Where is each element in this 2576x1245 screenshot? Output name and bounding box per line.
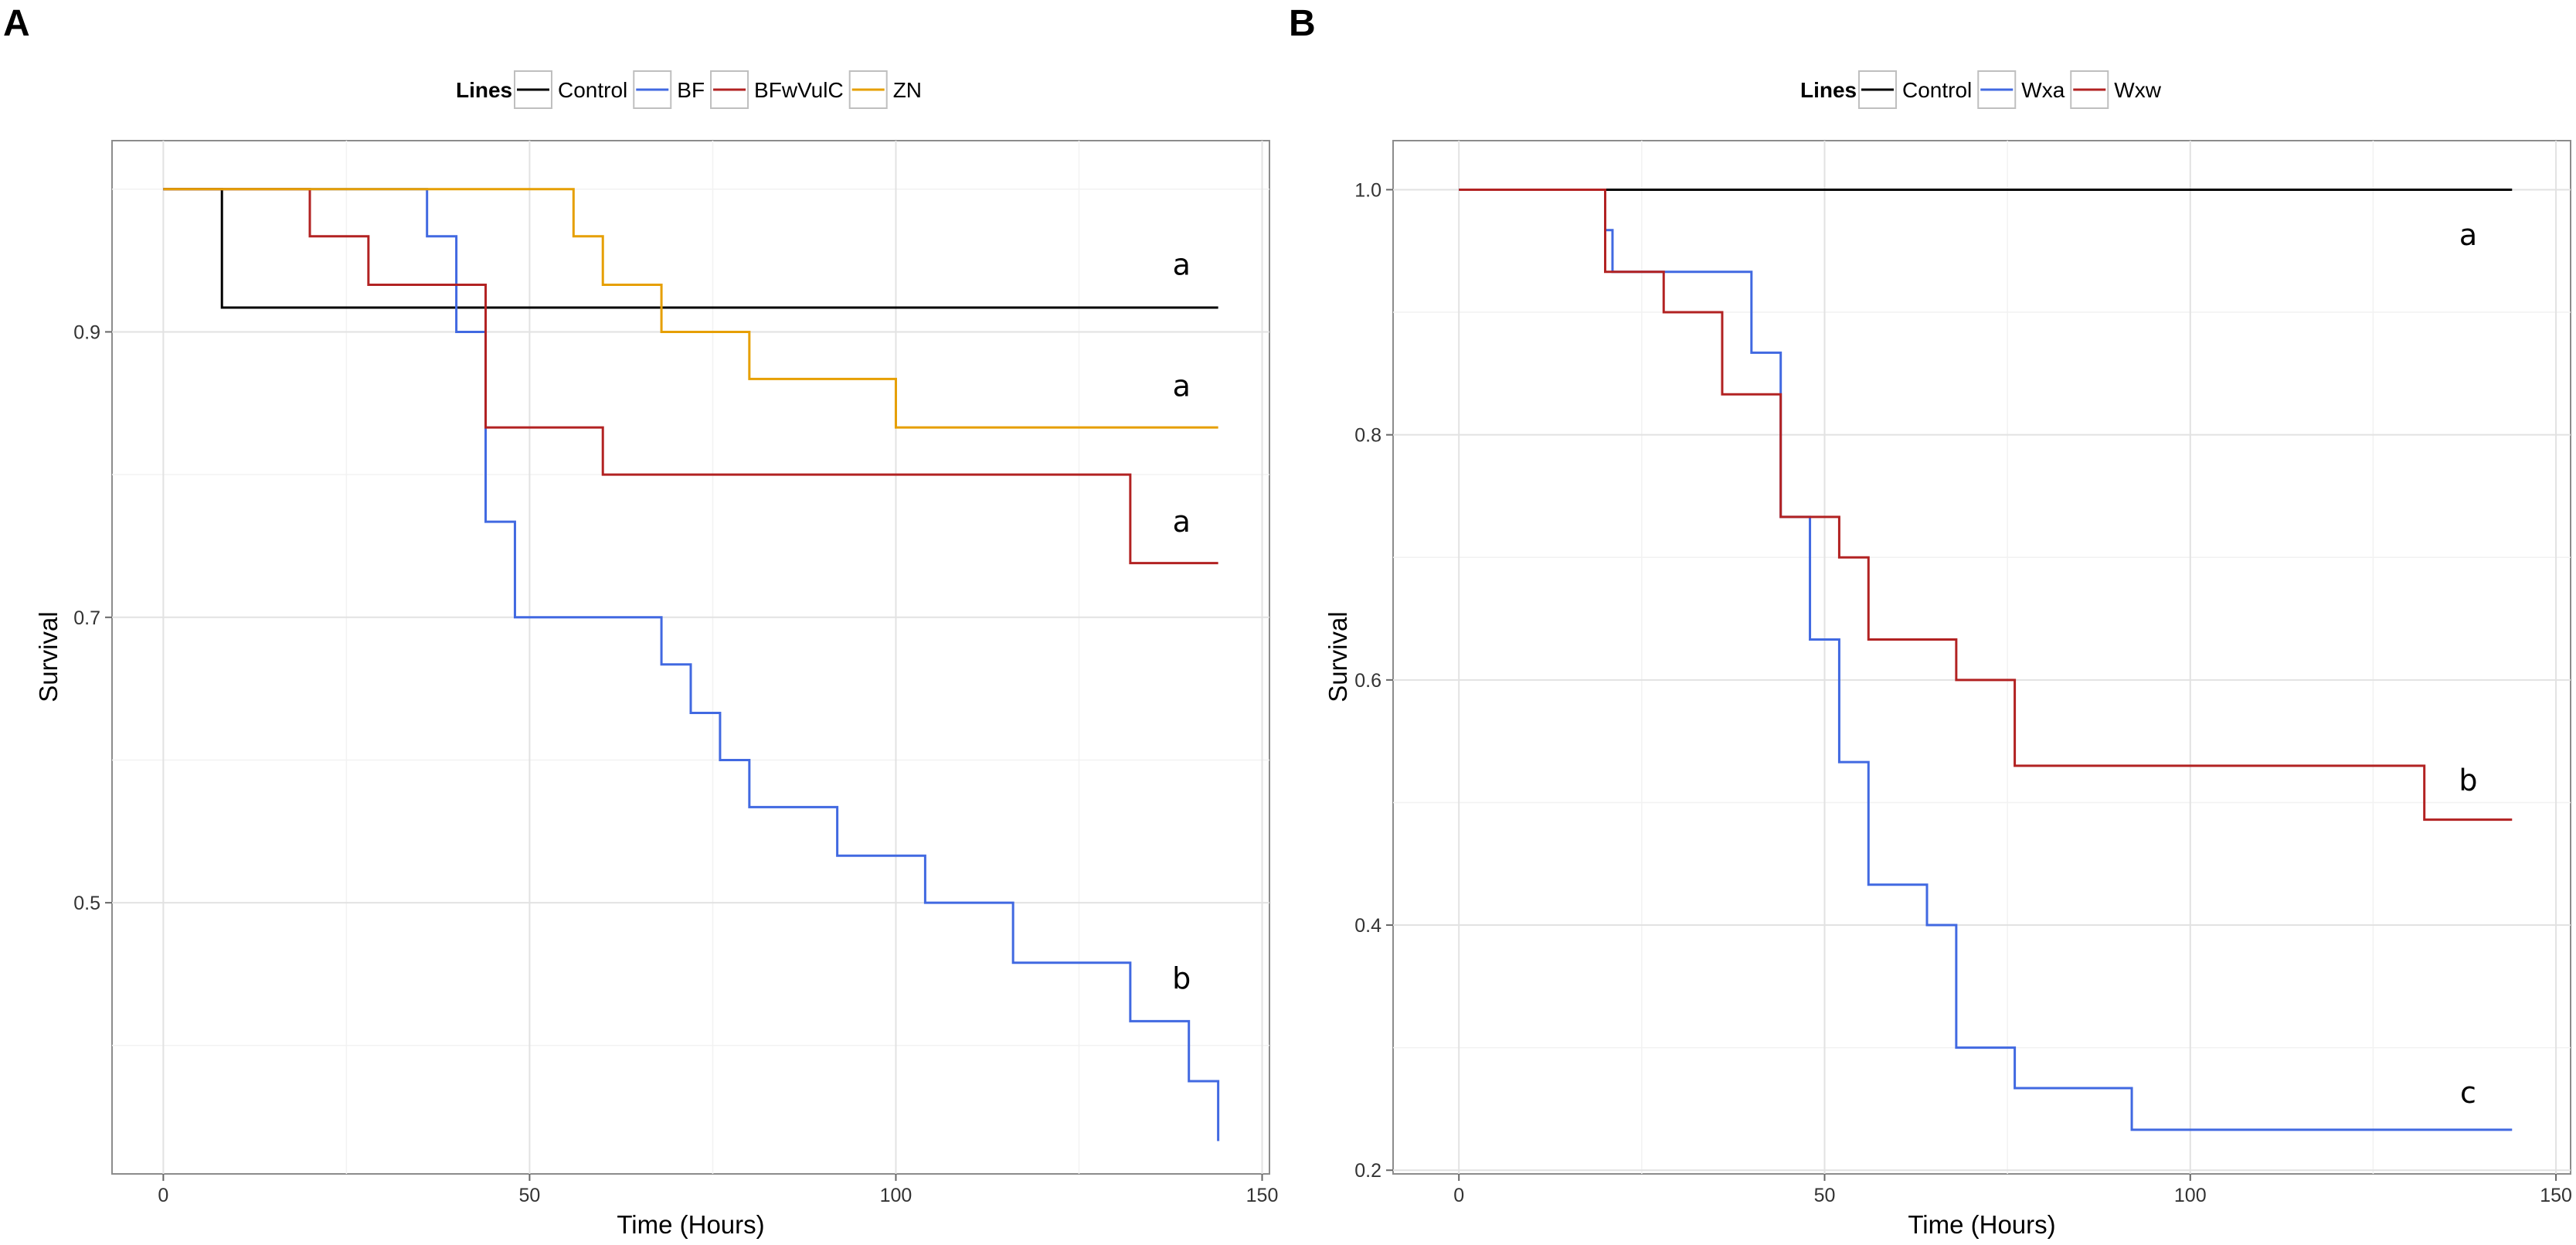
y-tick-label: 0.9 (73, 321, 100, 343)
x-axis: 0 50 100 150 (158, 1174, 1278, 1206)
legend-label: ZN (893, 78, 922, 102)
significance-letter: a (1173, 369, 1191, 403)
legend-label: Control (558, 78, 627, 102)
y-axis: 0.2 0.4 0.6 0.8 1.0 (1354, 179, 1393, 1182)
legend-label: BFwVulC (754, 78, 844, 102)
significance-letter: a (1173, 505, 1191, 539)
y-axis-title: Survival (34, 611, 63, 702)
legend-item-bf: BF (633, 70, 705, 109)
significance-letter: a (2459, 218, 2477, 252)
y-tick-label: 0.8 (1354, 425, 1381, 447)
legend-item-wxw: Wxw (2070, 70, 2162, 109)
series-line-zn (163, 188, 1218, 429)
y-tick-label: 0.2 (1354, 1160, 1381, 1182)
legend-item-control: Control (1858, 70, 1972, 109)
grid (112, 141, 1269, 1174)
x-tick-label: 100 (880, 1185, 912, 1206)
series-lines (1459, 188, 2513, 1131)
y-tick-label: 1.0 (1354, 179, 1381, 201)
panel-a: A Lines Control BF BFwVulC ZN a a a b 0 50 100 150… (3, 3, 1278, 1239)
series-line-wxa (1459, 188, 2513, 1131)
significance-letter: b (2459, 764, 2477, 798)
x-tick-label: 150 (1246, 1185, 1279, 1206)
plot-area (111, 140, 1270, 1175)
legend-title: Lines (1800, 78, 1857, 102)
legend-label: Wxw (2114, 78, 2161, 102)
significance-letter: b (1172, 961, 1191, 995)
y-tick-label: 0.7 (73, 607, 100, 629)
series-lines (163, 188, 1220, 1141)
annotations: a b c (2459, 218, 2477, 1110)
y-tick-label: 0.5 (73, 893, 100, 914)
legend: Lines Control BF BFwVulC ZN (456, 70, 922, 109)
legend-title: Lines (456, 78, 512, 102)
plot-area (1392, 140, 2571, 1175)
significance-letter: a (1173, 248, 1191, 282)
legend-item-bfwvulc: BFwVulC (710, 70, 844, 109)
annotations: a a a b (1172, 248, 1191, 995)
legend-item-control: Control (514, 70, 627, 109)
panel-b: B Lines Control Wxa Wxw abc 0 50 100 150 0.20.… (1289, 3, 2572, 1239)
legend-label: Control (1902, 78, 1972, 102)
legend: Lines Control Wxa Wxw (1800, 70, 2162, 109)
series-line-wxw (1459, 188, 2513, 821)
x-tick-label: 100 (2174, 1185, 2207, 1206)
x-axis-title: Time (Hours) (617, 1210, 764, 1239)
x-tick-label: 0 (1453, 1185, 1464, 1206)
significance-letter: c (2460, 1076, 2476, 1110)
y-tick-label: 0.6 (1354, 670, 1381, 692)
panel-label: B (1289, 3, 1316, 44)
x-tick-label: 50 (519, 1185, 541, 1206)
legend-label: Wxa (2021, 78, 2065, 102)
x-axis: 0 50 100 150 (1453, 1174, 2572, 1206)
y-axis: 0.5 0.7 0.9 (73, 321, 112, 914)
series-line-bfwvulc (163, 188, 1218, 565)
y-tick-label: 0.4 (1354, 915, 1381, 937)
x-axis-title: Time (Hours) (1908, 1210, 2055, 1239)
x-tick-label: 50 (1814, 1185, 1836, 1206)
x-tick-label: 150 (2540, 1185, 2572, 1206)
series-line-bf (163, 188, 1220, 1141)
legend-label: BF (677, 78, 705, 102)
y-axis-title: Survival (1324, 611, 1352, 702)
legend-item-zn: ZN (848, 70, 922, 109)
panel-label: A (3, 3, 30, 44)
x-tick-label: 0 (158, 1185, 168, 1206)
legend-item-wxa: Wxa (1977, 70, 2065, 109)
